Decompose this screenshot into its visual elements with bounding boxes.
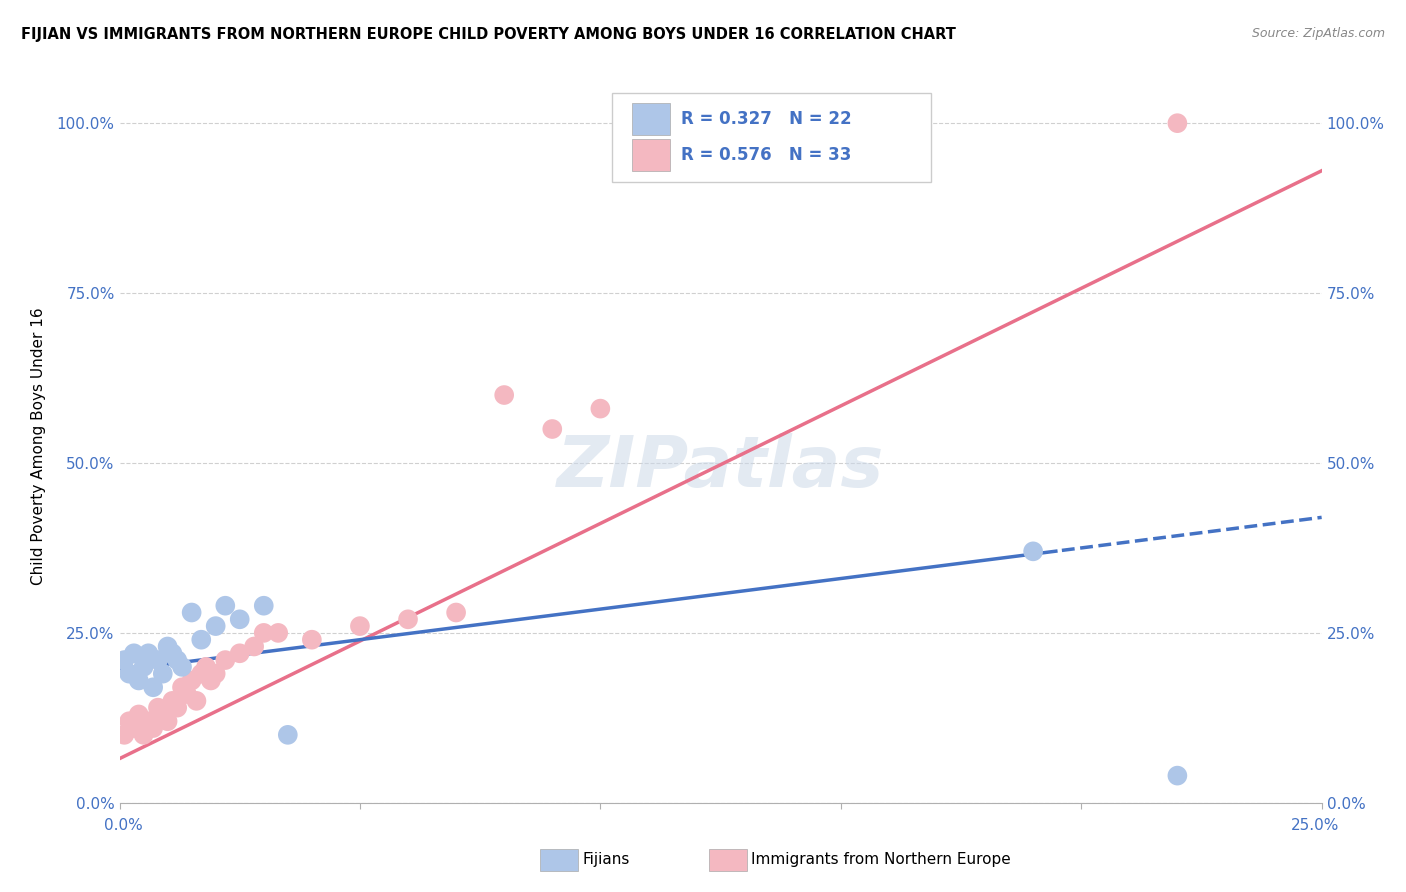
Point: [122, 721, 145, 735]
Point: [128, 673, 150, 688]
Text: Fijians: Fijians: [582, 853, 630, 867]
Point: [138, 714, 160, 729]
Point: [112, 653, 135, 667]
Point: [214, 599, 236, 613]
Text: Source: ZipAtlas.com: Source: ZipAtlas.com: [1251, 27, 1385, 40]
Point: [152, 666, 174, 681]
Point: [132, 660, 155, 674]
Text: R = 0.327   N = 22: R = 0.327 N = 22: [681, 111, 852, 128]
Point: [253, 626, 276, 640]
Point: [162, 646, 184, 660]
Text: 0.0%: 0.0%: [104, 818, 143, 832]
Point: [138, 646, 160, 660]
Text: ZIPatlas: ZIPatlas: [557, 433, 884, 502]
Point: [170, 660, 193, 674]
Point: [146, 700, 169, 714]
Point: [253, 599, 276, 613]
Point: [180, 606, 202, 620]
FancyBboxPatch shape: [631, 103, 671, 135]
Point: [204, 666, 226, 681]
FancyBboxPatch shape: [613, 93, 931, 182]
Point: [444, 606, 467, 620]
Point: [146, 653, 169, 667]
Point: [190, 632, 212, 647]
Point: [243, 640, 266, 654]
Point: [195, 660, 218, 674]
Point: [128, 707, 150, 722]
Text: Immigrants from Northern Europe: Immigrants from Northern Europe: [751, 853, 1011, 867]
Point: [142, 680, 165, 694]
Text: FIJIAN VS IMMIGRANTS FROM NORTHERN EUROPE CHILD POVERTY AMONG BOYS UNDER 16 CORR: FIJIAN VS IMMIGRANTS FROM NORTHERN EUROP…: [21, 27, 956, 42]
Point: [118, 666, 141, 681]
Point: [494, 388, 516, 402]
Point: [200, 673, 222, 688]
Point: [349, 619, 371, 633]
Point: [267, 626, 290, 640]
Point: [142, 721, 165, 735]
Point: [204, 619, 226, 633]
Point: [112, 728, 135, 742]
Point: [396, 612, 419, 626]
Point: [166, 653, 188, 667]
Point: [589, 401, 612, 416]
Point: [1166, 116, 1188, 130]
Point: [170, 680, 193, 694]
Point: [186, 694, 208, 708]
Point: [190, 666, 212, 681]
Point: [228, 646, 252, 660]
Point: [118, 714, 141, 729]
Point: [132, 728, 155, 742]
Point: [180, 673, 202, 688]
Point: [156, 714, 179, 729]
Point: [228, 612, 252, 626]
FancyBboxPatch shape: [631, 139, 671, 170]
Point: [1022, 544, 1045, 558]
Text: 25.0%: 25.0%: [1291, 818, 1339, 832]
Point: [162, 694, 184, 708]
Point: [166, 700, 188, 714]
Point: [152, 707, 174, 722]
Point: [176, 687, 198, 701]
Point: [301, 632, 323, 647]
Text: R = 0.576   N = 33: R = 0.576 N = 33: [681, 146, 851, 164]
Point: [156, 640, 179, 654]
Point: [541, 422, 564, 436]
Point: [122, 646, 145, 660]
Y-axis label: Child Poverty Among Boys Under 16: Child Poverty Among Boys Under 16: [31, 307, 45, 585]
Point: [1166, 769, 1188, 783]
Point: [277, 728, 299, 742]
Point: [214, 653, 236, 667]
